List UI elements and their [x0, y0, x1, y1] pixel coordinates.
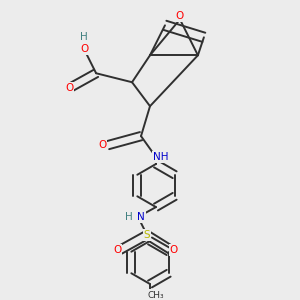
Text: N: N: [137, 212, 145, 222]
Text: O: O: [176, 11, 184, 21]
Text: O: O: [80, 44, 88, 54]
Text: S: S: [144, 230, 150, 240]
Text: O: O: [65, 83, 73, 93]
Text: O: O: [170, 245, 178, 255]
Text: O: O: [113, 245, 121, 255]
Text: NH: NH: [153, 152, 168, 162]
Text: CH₃: CH₃: [148, 291, 164, 300]
Text: O: O: [98, 140, 106, 150]
Text: H: H: [80, 32, 88, 42]
Text: H: H: [125, 212, 133, 222]
